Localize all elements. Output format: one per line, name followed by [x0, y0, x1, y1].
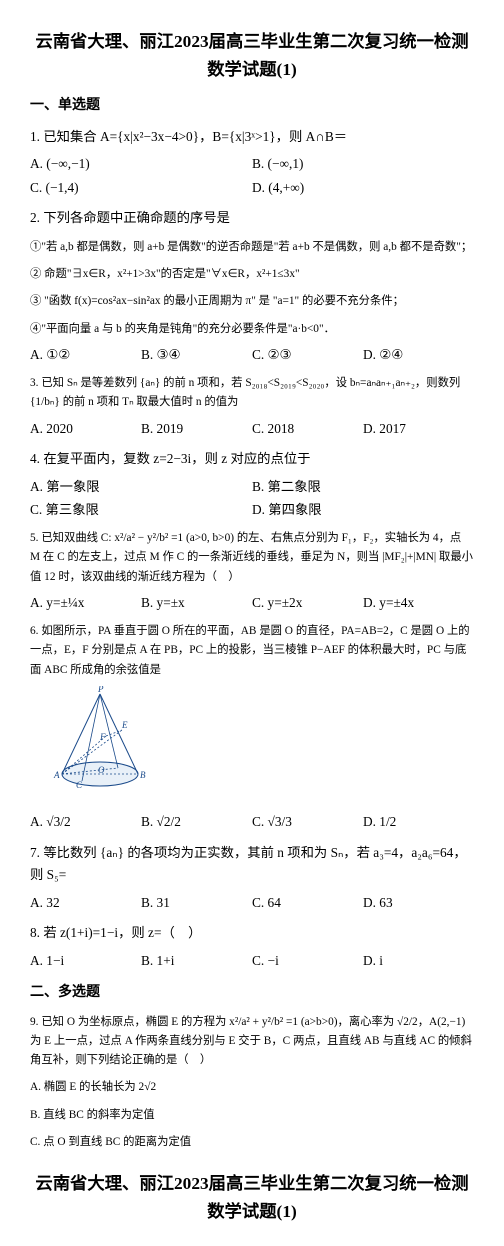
q8-stem: 8. 若 z(1+i)=1−i，则 z=（ ） [30, 922, 474, 945]
svg-text:O: O [98, 765, 105, 775]
q4-d: D. 第四象限 [252, 498, 474, 521]
q8-d: D. i [363, 949, 474, 972]
svg-text:E: E [121, 720, 128, 730]
q5-options: A. y=±¼x B. y=±x C. y=±2x D. y=±4x [30, 591, 474, 614]
q1-a: A. (−∞,−1) [30, 152, 252, 175]
q4-c: C. 第三象限 [30, 498, 252, 521]
q8-a: A. 1−i [30, 949, 141, 972]
q2-stem: 2. 下列各命题中正确命题的序号是 [30, 207, 474, 230]
q4-b: B. 第二象限 [252, 475, 474, 498]
q5-c: C. y=±2x [252, 591, 363, 614]
q5-b: B. y=±x [141, 591, 252, 614]
page-footer: 云南省大理、丽江2023届高三毕业生第二次复习统一检测数学试题(1) [30, 1170, 474, 1225]
q3-d: D. 2017 [363, 417, 474, 440]
q7-stem: 7. 等比数列 {aₙ} 的各项均为正实数，其前 n 项和为 Sₙ，若 a₃=4… [30, 842, 474, 887]
q7-a: A. 32 [30, 891, 141, 914]
q3-stem: 3. 已知 Sₙ 是等差数列 {aₙ} 的前 n 项和，若 S₂₀₁₈<S₂₀₁… [30, 374, 474, 413]
q2-b: B. ③④ [141, 343, 252, 366]
q7-d: D. 63 [363, 891, 474, 914]
page-title: 云南省大理、丽江2023届高三毕业生第二次复习统一检测数学试题(1) [30, 28, 474, 83]
q6-d: D. 1/2 [363, 810, 474, 833]
q7-c: C. 64 [252, 891, 363, 914]
q2-options: A. ①② B. ③④ C. ②③ D. ②④ [30, 343, 474, 366]
q1-d: D. (4,+∞) [252, 176, 474, 199]
q2-l3: ③ "函数 f(x)=cos²ax−sin²ax 的最小正周期为 π" 是 "a… [30, 292, 474, 311]
svg-text:A: A [53, 770, 60, 780]
svg-text:C: C [76, 780, 83, 790]
svg-text:P: P [97, 686, 104, 694]
section-1-heading: 一、单选题 [30, 95, 474, 117]
q9-c: C. 点 O 到直线 BC 的距离为定值 [30, 1133, 474, 1152]
q3-b: B. 2019 [141, 417, 252, 440]
q2-a: A. ①② [30, 343, 141, 366]
svg-text:F: F [99, 732, 106, 742]
q4-options: A. 第一象限 B. 第二象限 C. 第三象限 D. 第四象限 [30, 475, 474, 522]
q1-b: B. (−∞,1) [252, 152, 474, 175]
q7-options: A. 32 B. 31 C. 64 D. 63 [30, 891, 474, 914]
q6-options: A. √3/2 B. √2/2 C. √3/3 D. 1/2 [30, 810, 474, 833]
q5-stem: 5. 已知双曲线 C: x²/a² − y²/b² =1 (a>0, b>0) … [30, 529, 474, 587]
q2-l4: ④"平面向量 a 与 b 的夹角是钝角"的充分必要条件是"a·b<0"． [30, 320, 474, 339]
q9-b: B. 直线 BC 的斜率为定值 [30, 1106, 474, 1125]
q4-stem: 4. 在复平面内，复数 z=2−3i，则 z 对应的点位于 [30, 448, 474, 471]
q2-l1: ①"若 a,b 都是偶数，则 a+b 是偶数"的逆否命题是"若 a+b 不是偶数… [30, 238, 474, 257]
q1-c: C. (−1,4) [30, 176, 252, 199]
q8-c: C. −i [252, 949, 363, 972]
q2-l2: ② 命题"∃x∈R，x²+1>3x"的否定是"∀x∈R，x²+1≤3x" [30, 265, 474, 284]
q4-a: A. 第一象限 [30, 475, 252, 498]
q1-options: A. (−∞,−1) B. (−∞,1) C. (−1,4) D. (4,+∞) [30, 152, 474, 199]
q9-stem: 9. 已知 O 为坐标原点，椭圆 E 的方程为 x²/a² + y²/b² =1… [30, 1013, 474, 1071]
q6-c: C. √3/3 [252, 810, 363, 833]
q5-a: A. y=±¼x [30, 591, 141, 614]
q6-stem: 6. 如图所示，PA 垂直于圆 O 所在的平面，AB 是圆 O 的直径，PA=A… [30, 622, 474, 680]
q6-diagram: P A B C O E F [50, 686, 474, 804]
section-2-heading: 二、多选题 [30, 982, 474, 1004]
q5-d: D. y=±4x [363, 591, 474, 614]
q8-b: B. 1+i [141, 949, 252, 972]
q2-c: C. ②③ [252, 343, 363, 366]
q3-a: A. 2020 [30, 417, 141, 440]
q8-options: A. 1−i B. 1+i C. −i D. i [30, 949, 474, 972]
q3-options: A. 2020 B. 2019 C. 2018 D. 2017 [30, 417, 474, 440]
q6-a: A. √3/2 [30, 810, 141, 833]
q3-c: C. 2018 [252, 417, 363, 440]
q6-b: B. √2/2 [141, 810, 252, 833]
q2-d: D. ②④ [363, 343, 474, 366]
q9-a: A. 椭圆 E 的长轴长为 2√2 [30, 1078, 474, 1097]
svg-text:B: B [140, 770, 146, 780]
q7-b: B. 31 [141, 891, 252, 914]
q1-stem: 1. 已知集合 A={x|x²−3x−4>0}，B={x|3ˣ>1}，则 A∩B… [30, 126, 474, 149]
